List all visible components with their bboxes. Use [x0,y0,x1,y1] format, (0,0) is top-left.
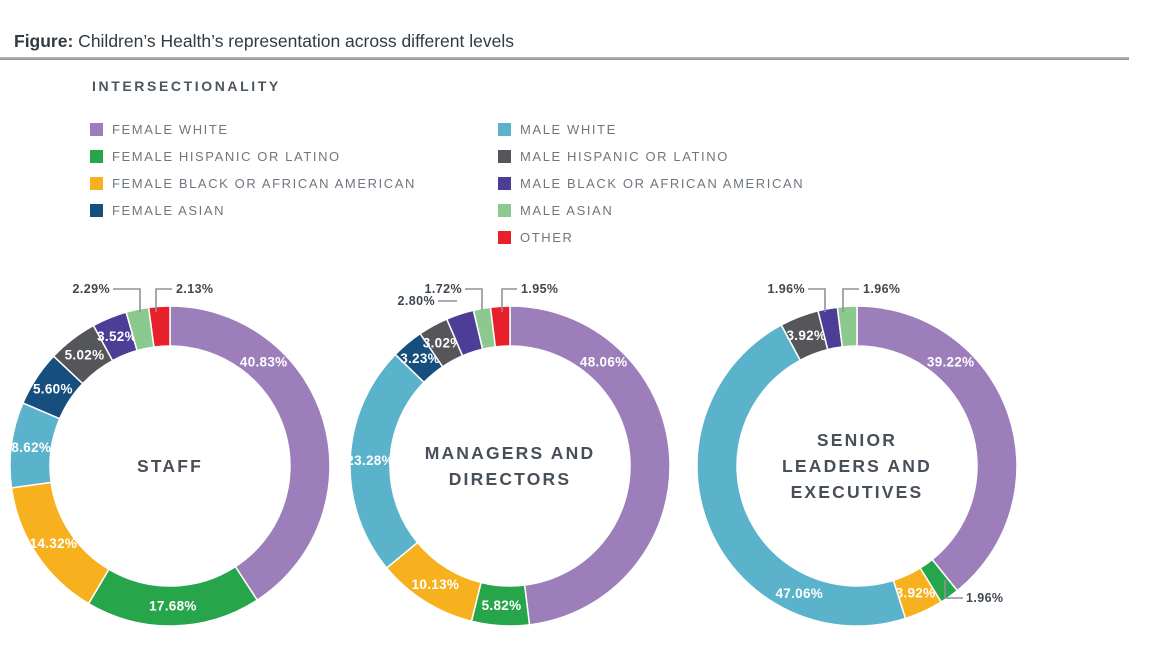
callout-label-male-black-or-african-american: 1.96% [768,282,805,296]
legend-label: OTHER [520,230,574,245]
legend-label: FEMALE BLACK OR AFRICAN AMERICAN [112,176,417,191]
donut-segment-female-white [509,305,671,626]
callout-label-male-asian: 2.29% [73,282,110,296]
legend-swatch-icon [90,177,103,190]
figure-title: Figure: Children’s Health’s representati… [14,31,514,52]
donut-segment-male-white [696,324,907,627]
callout-label-male-black-or-african-american: 2.80% [398,294,435,308]
legend-item-other: OTHER [498,224,804,251]
segment-value-label-male-white: 47.06% [776,586,824,601]
callout-label-other: 2.13% [176,282,213,296]
segment-value-label-female-black-or-african-american: 3.92% [896,586,936,601]
figure-title-text: Children’s Health’s representation acros… [73,31,514,51]
legend-label: MALE WHITE [520,122,617,137]
legend-swatch-icon [90,150,103,163]
legend-item-male-hispanic-or-latino: MALE HISPANIC OR LATINO [498,143,804,170]
donut-center-title: STAFF [137,456,203,476]
legend-item-male-asian: MALE ASIAN [498,197,804,224]
donut-segment-female-white [169,305,331,602]
legend-swatch-icon [498,150,511,163]
segment-value-label-female-black-or-african-american: 14.32% [30,536,78,551]
callout-line-other [155,288,172,312]
segment-value-label-male-white: 8.62% [11,440,51,455]
segment-value-label-female-hispanic-or-latino: 5.82% [482,598,522,613]
segment-value-label-female-asian: 3.23% [400,351,440,366]
segment-value-label-female-asian: 5.60% [33,382,73,397]
legend-label: MALE HISPANIC OR LATINO [520,149,729,164]
legend-label: FEMALE ASIAN [112,203,226,218]
legend-item-male-white: MALE WHITE [498,116,804,143]
title-divider-rule [0,57,1129,60]
callout-label-other: 1.95% [521,282,558,296]
legend-label: MALE ASIAN [520,203,614,218]
callout-line-male-black-or-african-american [808,288,826,312]
legend-swatch-icon [498,177,511,190]
donut-segment-male-asian [836,305,858,348]
legend-swatch-icon [498,231,511,244]
callout-line-male-asian [465,288,483,310]
legend-column-male: MALE WHITE MALE HISPANIC OR LATINO MALE BL… [498,116,804,251]
segment-value-label-female-hispanic-or-latino: 17.68% [149,599,197,614]
donut-segment-female-hispanic-or-latino [87,565,259,627]
legend-item-male-black-or-african-american: MALE BLACK OR AFRICAN AMERICAN [498,170,804,197]
donut-chart-managers-and-directors: 48.06%5.82%10.13%23.28%3.23%3.02%2.80%1.… [346,282,671,627]
donut-segment-other [489,305,511,348]
segment-value-label-male-hispanic-or-latino: 3.02% [423,336,463,351]
legend-swatch-icon [90,204,103,217]
callout-label-male-asian: 1.96% [863,282,900,296]
legend-item-female-black-or-african-american: FEMALE BLACK OR AFRICAN AMERICAN [90,170,416,197]
figure-title-prefix: Figure: [14,31,74,51]
legend-item-female-white: FEMALE WHITE [90,116,416,143]
legend-item-female-hispanic-or-latino: FEMALE HISPANIC OR LATINO [90,143,416,170]
legend-column-female: FEMALE WHITE FEMALE HISPANIC OR LATINO FEM… [90,116,416,224]
callout-label-male-asian: 1.72% [425,282,462,296]
legend-swatch-icon [90,123,103,136]
callout-label-female-hispanic-or-latino: 1.96% [966,591,1003,605]
legend-swatch-icon [498,123,511,136]
segment-value-label-male-hispanic-or-latino: 3.92% [787,328,827,343]
legend-label: FEMALE HISPANIC OR LATINO [112,149,341,164]
legend-label: FEMALE WHITE [112,122,229,137]
segment-value-label-male-hispanic-or-latino: 5.02% [65,348,105,363]
donut-chart-senior-leaders-and-executives: 39.22% 1.96% 3.92% 47.06% 3.92% 1.96% 1.96% SEN… [696,282,1018,627]
callout-line-male-asian [842,288,859,312]
legend-item-female-asian: FEMALE ASIAN [90,197,416,224]
segment-value-label-female-white: 48.06% [580,355,628,370]
segment-value-label-female-white: 40.83% [240,355,288,370]
callout-line-male-asian [113,288,141,312]
donut-charts-row: 40.83% 17.68% 14.32% 8.62% 5.60% 5.02% 3.52% 2.… [0,274,1152,654]
segment-value-label-female-black-or-african-american: 10.13% [412,577,460,592]
donut-segment-female-white [856,305,1018,592]
donut-center-title: MANAGERS AND DIRECTORS [425,443,596,489]
segment-value-label-male-white: 23.28% [346,453,394,468]
donut-chart-staff: 40.83% 17.68% 14.32% 8.62% 5.60% 5.02% 3.52% 2.… [9,282,331,627]
legend-title: INTERSECTIONALITY [92,78,281,94]
legend-swatch-icon [498,204,511,217]
legend-label: MALE BLACK OR AFRICAN AMERICAN [520,176,805,191]
callout-line-other [501,288,517,312]
segment-value-label-female-white: 39.22% [927,355,975,370]
callout-line-female-hispanic-or-latino [944,580,963,599]
donut-center-title: SENIOR LEADERS AND EXECUTIVES [782,430,932,502]
segment-value-label-male-black-or-african-american: 3.52% [97,329,137,344]
